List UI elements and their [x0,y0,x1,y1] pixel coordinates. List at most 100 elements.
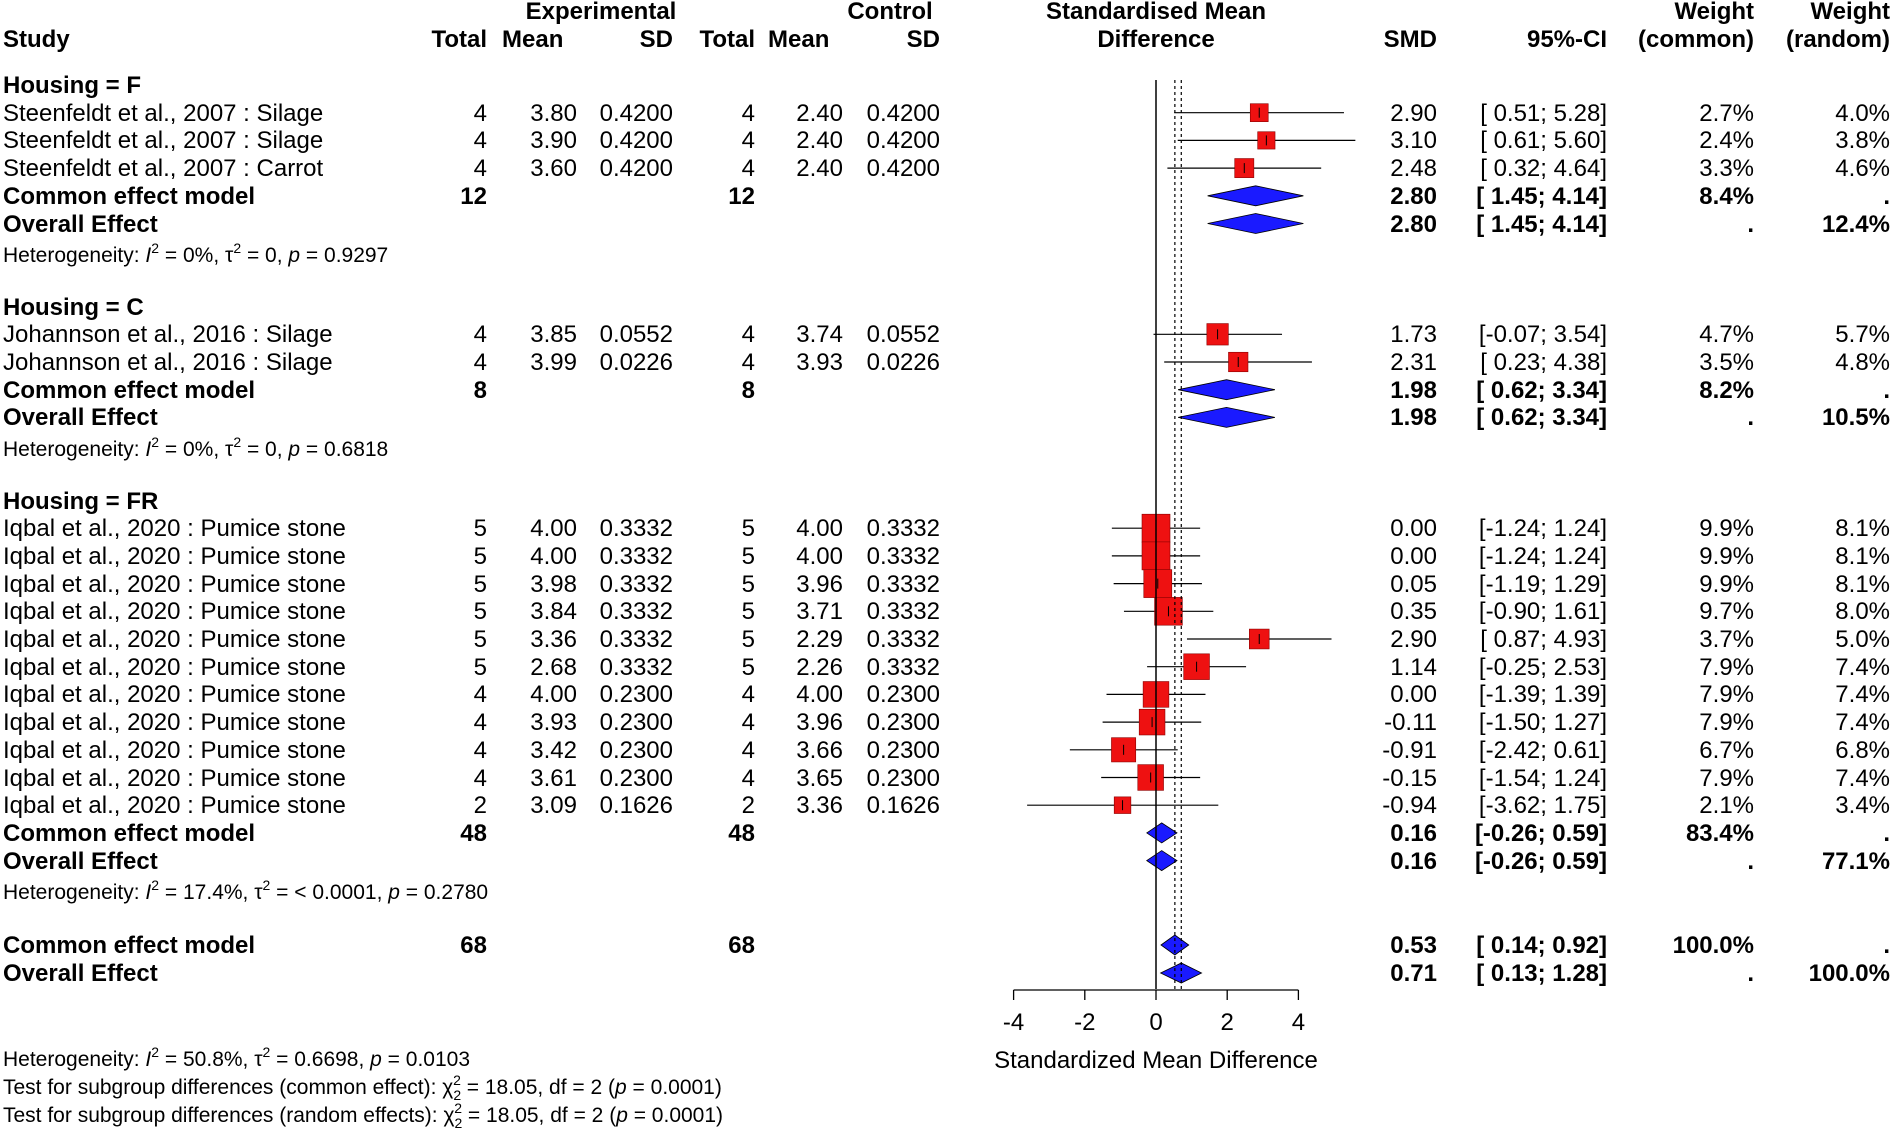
smd-value: -0.11 [1384,709,1437,737]
e-mean: 3.36 [530,626,577,653]
study-name: Iqbal et al., 2020 : Pumice stone [3,681,346,709]
e-total: 5 [473,598,487,626]
het-p-sym: p [288,438,301,462]
x-tick-label: 2 [1221,1009,1234,1036]
total-common-weight-random: . [1883,932,1890,959]
study-name: Johannson et al., 2016 : Silage [3,349,333,376]
subgroup-common-diamond [1146,822,1178,844]
subgroup-common-e-total: 48 [460,819,487,847]
e-mean: 3.85 [530,321,577,349]
test-p-sym: p [616,1104,628,1127]
c-total: 5 [741,542,755,570]
weight-random: 5.0% [1835,626,1890,653]
superscript: 2 [233,240,242,257]
weight-random: 8.1% [1835,570,1890,598]
weight-random: 7.4% [1835,681,1890,709]
total-overall-label: Overall Effect [3,960,158,987]
header-weight-common-sub: (common) [1638,26,1754,53]
smd-value: -0.15 [1382,764,1437,792]
total-overall-ci: [ 0.13; 1.28] [1476,960,1607,987]
superscript: 2 [262,877,271,894]
c-total: 4 [741,681,755,709]
e-total: 2 [473,792,487,820]
e-sd: 0.3332 [599,515,673,543]
header-weight-random: Weight [1810,0,1890,25]
het-i2-sym: I [145,881,152,905]
subscript: 2 [453,1087,462,1103]
smd-value: 2.90 [1390,99,1437,127]
study-name: Iqbal et al., 2020 : Pumice stone [3,598,346,626]
c-mean: 3.36 [796,792,843,820]
subgroup-common-label: Common effect model [3,819,256,847]
c-mean: 3.96 [796,570,843,598]
subgroup-overall-ci: [-0.26; 0.59] [1474,847,1607,875]
weight-common: 9.9% [1699,542,1754,570]
het-prefix: Heterogeneity: [3,438,146,462]
c-total: 4 [741,764,755,792]
c-mean: 2.40 [796,127,843,155]
smd-value: 1.73 [1390,321,1437,349]
e-sd: 0.3332 [599,598,673,626]
study-square [1137,764,1164,791]
het-i2-sym: I [145,244,152,268]
subgroup-common-ci: [ 0.62; 3.34] [1476,376,1607,404]
c-total: 5 [741,626,755,653]
het-tau-sym: τ [254,1048,263,1071]
superscript: 2 [151,1044,160,1060]
e-total: 5 [473,570,487,598]
header-control: Control [847,0,933,25]
e-mean: 3.84 [530,598,577,626]
header-smd-title-2: Difference [1097,26,1215,53]
weight-common: 9.7% [1699,598,1754,626]
het-tau: = < 0.0001, [270,881,389,905]
c-mean: 4.00 [796,542,843,570]
e-mean: 4.00 [530,515,577,543]
total-common-smd: 0.53 [1390,932,1437,959]
subgroup-overall-ci: [ 0.62; 3.34] [1476,404,1607,432]
study-name: Iqbal et al., 2020 : Pumice stone [3,626,346,653]
smd-value: 0.05 [1390,570,1437,598]
weight-common: 2.7% [1699,99,1754,127]
superscript: 2 [262,1044,271,1060]
study-name: Iqbal et al., 2020 : Pumice stone [3,792,346,820]
smd-value: 0.00 [1390,681,1437,709]
subgroup-common-weight-random: . [1883,819,1890,847]
het-p: = 0.6818 [300,438,389,462]
e-sd: 0.0226 [599,349,673,376]
subgroup-common-ci: [ 1.45; 4.14] [1476,182,1607,210]
ci-value: [-1.50; 1.27] [1478,709,1607,737]
c-sd: 0.2300 [866,681,940,709]
subgroup-overall-smd: 2.80 [1390,210,1437,238]
subgroup-overall-ci: [ 1.45; 4.14] [1476,210,1607,238]
subgroup-overall-label: Overall Effect [3,210,158,238]
study-name: Iqbal et al., 2020 : Pumice stone [3,764,346,792]
subgroup-common-label: Common effect model [3,182,256,210]
subgroup-common-weight-common: 8.4% [1699,182,1754,210]
subgroup-common-weight-random: . [1883,182,1890,210]
test-chi: χ [442,1076,454,1099]
weight-random: 4.8% [1835,349,1890,376]
e-total: 5 [473,653,487,681]
header-c-mean: Mean [768,26,830,53]
c-sd: 0.1626 [866,792,940,820]
e-total: 4 [473,127,487,155]
total-common-label: Common effect model [3,932,256,959]
c-mean: 3.66 [796,736,843,764]
het-p-sym: p [388,881,400,905]
c-total: 2 [741,792,755,820]
subgroup-common-diamond [1177,379,1275,401]
subgroup-common-c-total: 48 [728,819,755,847]
c-mean: 3.96 [796,709,843,737]
e-mean: 3.98 [530,570,577,598]
e-sd: 0.4200 [599,99,673,127]
e-sd: 0.0552 [599,321,673,349]
x-tick-label: -4 [1003,1009,1024,1036]
weight-common: 3.7% [1699,626,1754,653]
het-p: = 0.9297 [300,244,389,268]
c-sd: 0.3332 [866,570,940,598]
smd-value: 3.10 [1390,127,1437,155]
superscript: 2 [233,434,242,451]
het-tau: = 0, [241,438,289,462]
ci-value: [ 0.32; 4.64] [1480,155,1607,183]
total-overall-weight-common: . [1747,960,1754,987]
